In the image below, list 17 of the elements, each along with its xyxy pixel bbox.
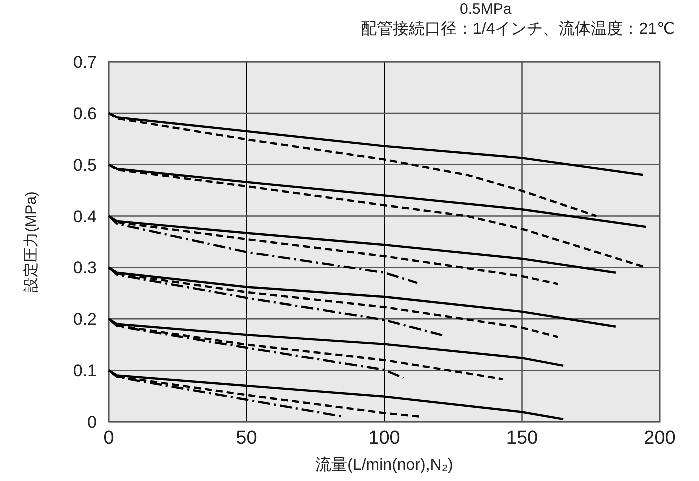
x-tick-label: 100 xyxy=(368,428,400,449)
x-tick-label: 150 xyxy=(506,428,538,449)
y-tick-label: 0.5 xyxy=(73,156,97,175)
y-axis-title: 設定圧力(MPa) xyxy=(23,192,40,292)
x-tick-label: 0 xyxy=(104,428,114,449)
y-tick-label: 0.7 xyxy=(73,53,97,72)
y-tick-label: 0.2 xyxy=(73,310,97,330)
x-tick-label: 50 xyxy=(236,428,258,449)
y-tick-label: 0.3 xyxy=(73,258,97,278)
x-axis-title: 流量(L/min(nor),N₂) xyxy=(316,456,454,474)
y-tick-label: 0.4 xyxy=(73,207,97,226)
y-tick-label: 0 xyxy=(88,413,97,432)
x-tick-label: 200 xyxy=(644,428,676,449)
chart-subtitle: 配管接続口径：1/4インチ、流体温度：21℃ xyxy=(360,20,675,38)
y-tick-label: 0.1 xyxy=(73,362,97,381)
y-tick-label: 0.6 xyxy=(73,104,97,124)
text: 0.5MPa xyxy=(460,1,512,18)
